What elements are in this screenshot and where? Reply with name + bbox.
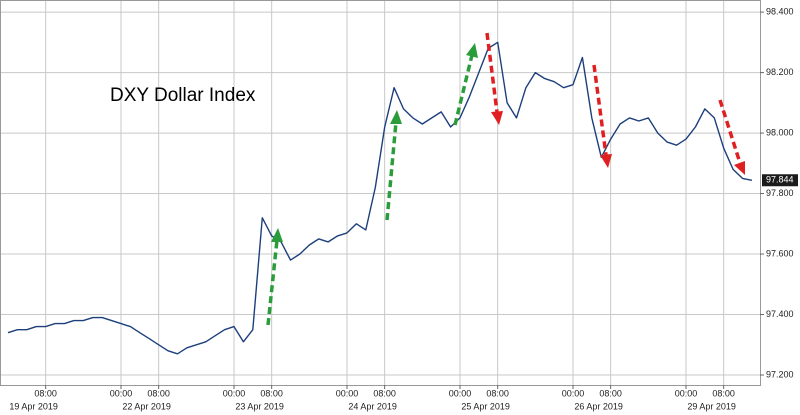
red-arrow bbox=[485, 32, 499, 113]
x-tick-label: 08:00 bbox=[486, 388, 509, 398]
plot-frame bbox=[0, 0, 761, 386]
green-arrow bbox=[266, 239, 279, 326]
arrow-head bbox=[491, 111, 503, 125]
y-tick-label: 98.400 bbox=[766, 6, 794, 16]
series-line bbox=[7, 41, 753, 355]
x-tick-label: 00:00 bbox=[223, 388, 246, 398]
grid bbox=[1, 1, 760, 385]
green-arrow bbox=[385, 121, 398, 221]
series bbox=[7, 41, 753, 355]
x-tick-label: 00:00 bbox=[336, 388, 359, 398]
red-arrow bbox=[718, 99, 742, 164]
x-tick-label: 00:00 bbox=[110, 388, 133, 398]
x-tick-label: 00:00 bbox=[449, 388, 472, 398]
y-tick-label: 97.200 bbox=[766, 369, 794, 379]
arrow-head bbox=[600, 154, 612, 168]
arrow-head bbox=[734, 161, 745, 175]
arrow-head bbox=[466, 43, 478, 58]
x-tick-label: 08:00 bbox=[373, 388, 396, 398]
x-date-label: 26 Apr 2019 bbox=[574, 401, 623, 411]
x-date-label: 22 Apr 2019 bbox=[122, 401, 171, 411]
last-value-box bbox=[762, 174, 798, 187]
annotations bbox=[266, 32, 745, 326]
green-arrow bbox=[453, 54, 474, 126]
x-tick-label: 08:00 bbox=[34, 388, 57, 398]
y-tick-label: 98.200 bbox=[766, 67, 794, 77]
last-value-label: 97.844 bbox=[766, 175, 794, 185]
x-tick-label: 00:00 bbox=[562, 388, 585, 398]
x-date-label: 19 Apr 2019 bbox=[9, 401, 58, 411]
x-tick-label: 08:00 bbox=[599, 388, 622, 398]
x-date-label: 23 Apr 2019 bbox=[235, 401, 284, 411]
x-date-label: 24 Apr 2019 bbox=[348, 401, 397, 411]
x-tick-label: 08:00 bbox=[712, 388, 735, 398]
y-tick-label: 97.800 bbox=[766, 188, 794, 198]
y-tick-label: 97.600 bbox=[766, 248, 794, 258]
arrow-head bbox=[390, 110, 402, 124]
arrow-head bbox=[271, 228, 283, 242]
x-date-label: 29 Apr 2019 bbox=[687, 401, 736, 411]
x-tick-label: 08:00 bbox=[147, 388, 170, 398]
x-tick-label: 08:00 bbox=[260, 388, 283, 398]
x-tick-label: 00:00 bbox=[675, 388, 698, 398]
chart-title: DXY Dollar Index bbox=[110, 85, 256, 106]
x-date-label: 25 Apr 2019 bbox=[461, 401, 510, 411]
red-arrow bbox=[592, 64, 608, 156]
y-tick-label: 97.400 bbox=[766, 309, 794, 319]
y-tick-label: 98.000 bbox=[766, 127, 794, 137]
